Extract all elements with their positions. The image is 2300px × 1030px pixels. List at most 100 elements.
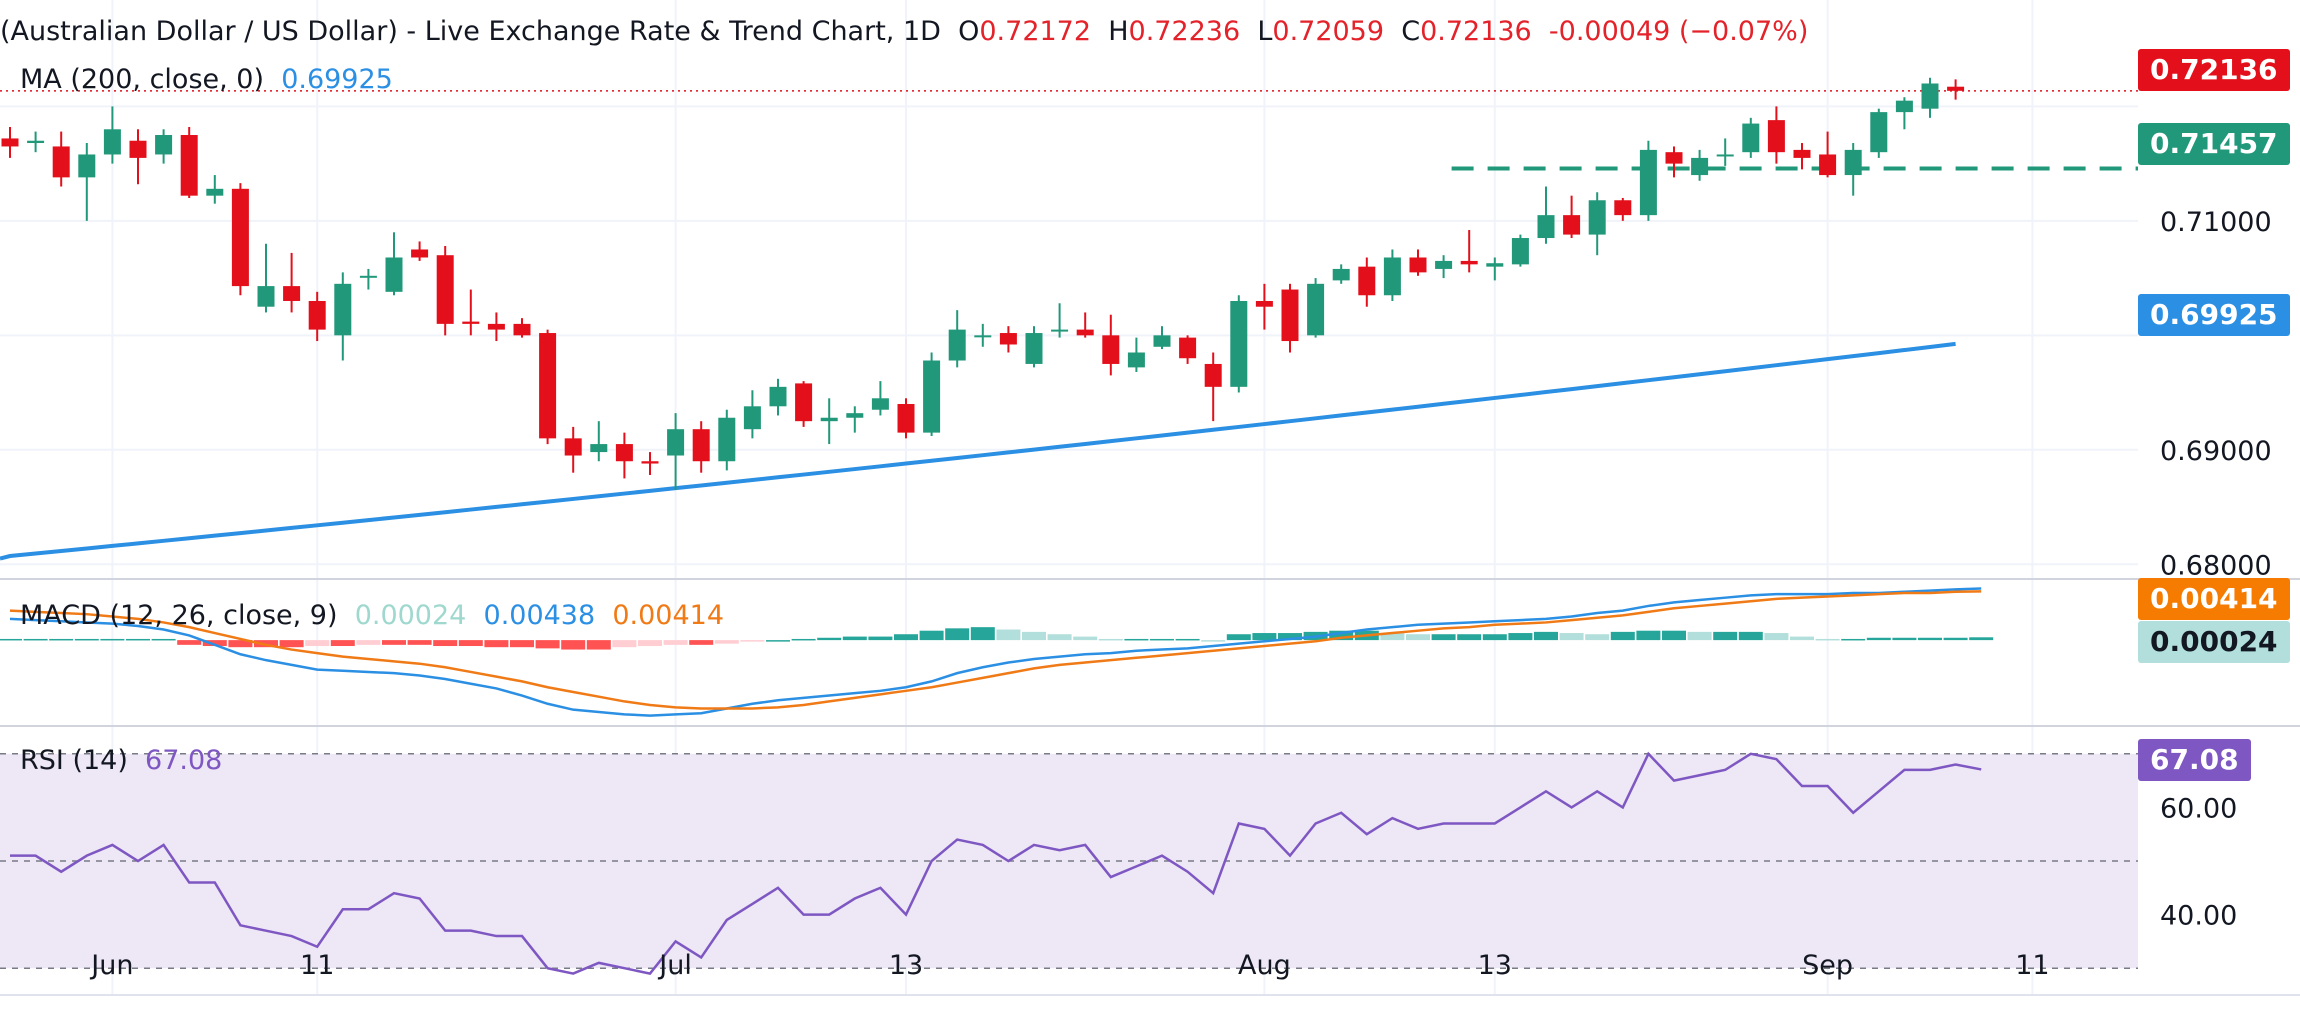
candle-up [1742,117,1760,158]
candle-up [1895,97,1913,130]
candle-body [615,444,633,462]
candle-body [692,429,710,462]
macd-hist-bar [1073,636,1098,641]
time-tick-label: 11 [2015,950,2049,981]
candle-body [1358,266,1376,296]
candle-body [1255,300,1273,307]
candle-body [1819,154,1837,176]
candle-body [1691,157,1709,176]
candle-up [1383,249,1401,301]
macd-line-value: 0.00438 [483,600,596,631]
low-label: L [1257,16,1273,47]
ma200-line-group [0,341,1956,561]
candle-body [1742,123,1760,153]
macd-hist-bar [1815,638,1840,641]
candle-up [1844,143,1862,196]
macd-hist-bar [1636,630,1661,641]
candle-body [385,257,403,292]
candle-up [334,272,352,361]
candle-body [795,383,813,422]
macd-hist-bar [1790,636,1814,641]
rsi-value-box: 67.08 [2138,739,2251,781]
candle-up [1153,326,1171,350]
macd-hist-bar [407,640,432,645]
candle-down [1,126,19,158]
macd-hist-bar [714,640,739,644]
macd-hist-bar [612,640,637,648]
macd-hist-bar [1918,637,1942,641]
candle-body [27,140,45,144]
candle-body [1563,215,1581,235]
candle-body [948,329,966,361]
candle-body [820,417,838,422]
candle-up [667,413,685,490]
candle-body [1460,260,1478,265]
candle-up [820,398,838,445]
candle-body [1025,333,1043,364]
candle-up [385,232,403,296]
macd-group [0,587,1994,717]
candle-body [1665,152,1683,164]
ma200-line [0,341,1956,561]
candle-up [1025,326,1043,368]
macd-hist-bar [586,640,611,650]
macd-hist-bar [766,640,790,642]
rsi-band [0,753,2138,969]
candle-up [1691,149,1709,181]
price-tick-label: 0.68000 [2160,550,2272,581]
macd-hist-bar [202,640,227,647]
candle-up [974,323,992,347]
candle-up [743,390,761,439]
macd-hist-bar [1764,633,1789,641]
candle-down [615,432,633,479]
rsi-legend: RSI (14) 67.08 [20,745,222,776]
chart-title: (Australian Dollar / US Dollar) - Live E… [0,16,941,47]
macd-hist-bar [663,640,688,645]
ma-legend-value: 0.69925 [281,64,393,95]
candle-body [718,417,736,462]
macd-hist-bar [1124,638,1149,641]
macd-hist-bar [1585,634,1610,641]
candle-up [1511,234,1529,267]
candle-body [1102,335,1120,364]
candle-up [846,406,864,433]
macd-hist-bar [1047,634,1072,641]
candle-down [1076,312,1094,338]
macd-hist-bar [1252,633,1277,641]
macd-hist-bar [1278,633,1302,641]
low-value: 0.72059 [1272,16,1385,47]
candle-body [1076,329,1094,336]
macd-hist-bar [279,640,304,648]
rsi-line [10,751,1982,975]
candle-body [462,321,480,324]
candle-up [923,352,941,437]
candle-up [948,310,966,368]
candle-body [1537,215,1555,239]
candle-up [1716,138,1734,166]
candle-down [283,252,301,313]
candle-body [1486,263,1504,267]
candle-body [334,283,352,336]
candle-body [1,138,19,147]
candle-body [487,323,505,330]
macd-hist-bar [535,640,560,649]
macd-hist-bar [1969,637,1994,641]
candle-down [462,289,480,336]
candle-down [1255,283,1273,330]
candle-down [1665,146,1683,178]
candle-down [692,421,710,473]
candle-down [411,241,429,261]
macd-hist-bar [1406,634,1430,641]
candle-down [1179,335,1197,364]
candle-body [78,154,96,178]
candle-body [539,333,557,439]
candle-up [155,129,173,164]
macd-hist-bar [126,638,150,641]
candle-up [206,175,224,204]
pane-separators [0,578,2300,996]
axis-labels: 0.71000 0.69000 0.68000 60.00 40.00 Jun 11 Jul 1… [89,207,2271,981]
last-price-box: 0.72136 [2138,49,2290,91]
macd-hist-bar [1226,634,1251,641]
macd-hist-bar [356,640,381,645]
candle-body [180,135,198,196]
